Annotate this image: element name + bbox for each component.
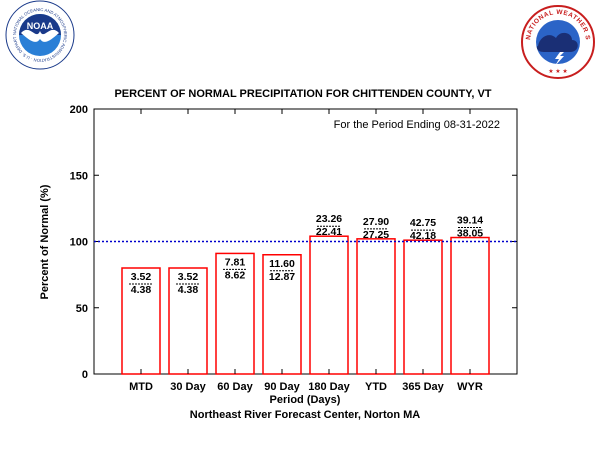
normal-value-label: 22.41 <box>316 226 342 238</box>
x-tick-label: MTD <box>129 381 153 393</box>
normal-value-label: 12.87 <box>269 271 295 283</box>
observed-value-label: 11.60 <box>269 258 295 270</box>
y-tick-label: 0 <box>82 369 88 381</box>
bar <box>450 236 490 375</box>
y-axis: 0 50 100 150 200 <box>70 104 517 381</box>
noaa-logo-label: NOAA <box>27 21 54 31</box>
bar <box>215 252 255 375</box>
bars <box>121 235 490 375</box>
x-tick-label: 365 Day <box>402 381 444 393</box>
normal-value-label: 38.05 <box>457 228 483 240</box>
y-tick-label: 50 <box>76 303 88 315</box>
y-axis-label: Percent of Normal (%) <box>39 184 51 299</box>
y-tick-label: 150 <box>70 170 88 182</box>
observed-value-label: 3.52 <box>131 271 152 283</box>
x-tick-label: YTD <box>365 381 387 393</box>
bar <box>309 235 349 375</box>
x-tick-label: 180 Day <box>308 381 350 393</box>
x-tick-label: WYR <box>457 381 483 393</box>
normal-value-label: 4.38 <box>131 284 152 296</box>
x-tick-label: 30 Day <box>170 381 206 393</box>
bar <box>403 239 443 375</box>
x-axis: MTD 30 Day 60 Day 90 Day 180 Day YTD 365 Day WY… <box>129 109 483 393</box>
observed-value-label: 42.75 <box>410 217 436 229</box>
chart-subtitle: For the Period Ending 08-31-2022 <box>334 119 500 131</box>
data-labels: 3.524.383.524.387.818.6211.6012.8723.262… <box>129 213 483 296</box>
normal-value-label: 8.62 <box>225 269 246 281</box>
x-tick-label: 60 Day <box>217 381 253 393</box>
nws-stars: ★ ★ ★ <box>548 68 567 75</box>
y-tick-label: 200 <box>70 104 88 116</box>
x-axis-label: Period (Days) <box>270 394 341 406</box>
observed-value-label: 23.26 <box>316 213 342 225</box>
normal-value-label: 27.25 <box>363 229 389 241</box>
observed-value-label: 7.81 <box>225 256 246 268</box>
noaa-logo: NATIONAL OCEANIC AND ATMOSPHERIC ADMINIS… <box>5 0 75 70</box>
footer-credit: Northeast River Forecast Center, Norton … <box>190 409 420 421</box>
chart-title: PERCENT OF NORMAL PRECIPITATION FOR CHIT… <box>114 88 491 100</box>
y-tick-label: 100 <box>70 237 88 249</box>
observed-value-label: 3.52 <box>178 271 199 283</box>
x-tick-label: 90 Day <box>264 381 300 393</box>
bar <box>262 254 302 375</box>
bar <box>356 238 396 375</box>
normal-value-label: 42.18 <box>410 230 436 242</box>
normal-value-label: 4.38 <box>178 284 199 296</box>
observed-value-label: 27.90 <box>363 216 389 228</box>
nws-logo: NATIONAL WEATHER SERVICE ★ ★ ★ <box>521 5 595 79</box>
observed-value-label: 39.14 <box>457 215 483 227</box>
